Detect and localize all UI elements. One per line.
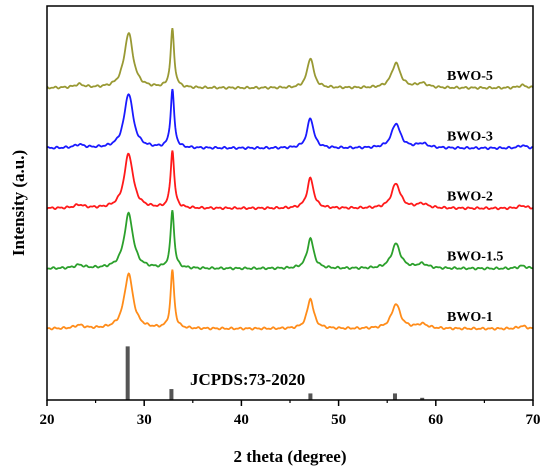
reference-line-2 (169, 389, 174, 400)
series-label: BWO-1.5 (447, 250, 503, 265)
series-labels: BWO-1 BWO-1.5 BWO-2 BWO-3 BWO-5 JCPDS:73-2020 (190, 69, 503, 389)
reference-label: JCPDS:73-2020 (190, 370, 305, 389)
x-tick-label: 50 (331, 412, 346, 428)
series-label: BWO-2 (447, 189, 493, 204)
reference-line-1 (125, 346, 130, 400)
series-label: BWO-5 (447, 69, 493, 84)
series-line-bwo-1-5 (46, 210, 534, 271)
series-label: BWO-3 (447, 129, 493, 144)
x-tick-label: 30 (137, 412, 152, 428)
series-line-bwo-5 (46, 28, 534, 90)
series-line-bwo-3 (46, 88, 534, 151)
y-axis-label: Intensity (a.u.) (9, 150, 28, 256)
series-line-bwo-1 (46, 269, 534, 331)
x-tick-label: 60 (428, 412, 443, 428)
reference-line-5 (420, 397, 425, 400)
reference-line-3 (308, 393, 313, 400)
curves-layer (46, 28, 534, 331)
series-line-bwo-2 (46, 150, 534, 211)
series-label: BWO-1 (447, 310, 493, 325)
reference-line-4 (392, 393, 397, 400)
x-tick-label: 20 (40, 412, 55, 428)
x-tick-label: 40 (234, 412, 249, 428)
x-axis-ticks: 20 30 40 50 60 70 (40, 400, 541, 428)
x-axis-label: 2 theta (degree) (234, 447, 347, 466)
reference-layer (125, 346, 425, 400)
x-tick-label: 70 (526, 412, 541, 428)
